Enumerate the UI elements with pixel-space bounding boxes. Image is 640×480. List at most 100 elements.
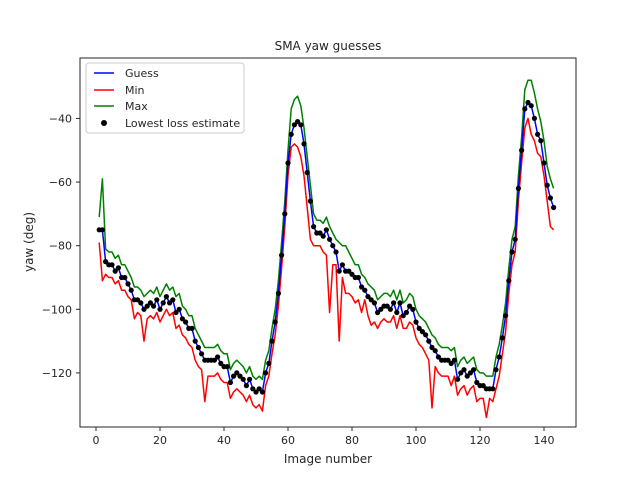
data-point [176,306,182,312]
data-point [199,351,205,357]
data-point [448,360,454,366]
data-point [285,160,291,166]
data-point [195,344,201,351]
data-point [349,271,355,277]
data-point [275,290,281,296]
data-point [215,354,221,360]
data-point [266,360,272,366]
data-point [247,376,253,382]
data-point [359,284,365,290]
data-point [282,211,288,217]
data-point [179,316,185,322]
data-point [301,141,307,147]
data-point [128,287,134,293]
data-point [211,357,217,363]
data-point [151,303,157,309]
x-tick-label: 60 [281,434,295,447]
data-point [167,300,173,306]
data-point [259,389,265,395]
data-point [480,383,486,389]
legend-swatch-lowest-loss [101,120,107,126]
data-point [432,348,438,354]
data-point [429,344,435,351]
data-point [103,259,109,265]
data-point [407,303,413,309]
legend-label-guess: Guess [125,67,159,80]
legend: Guess Min Max Lowest loss estimate [85,62,245,134]
data-point [506,278,512,284]
data-point [125,281,131,287]
data-point [525,99,531,106]
data-point [435,354,441,360]
data-point [531,115,538,121]
data-point [416,325,422,331]
data-point [455,376,461,382]
chart-title: SMA yaw guesses [275,39,382,53]
data-point [173,309,179,316]
plot-area [79,57,577,428]
data-point [378,306,384,312]
data-point [547,195,554,201]
data-point [403,309,409,316]
data-point [330,243,336,249]
y-tick-label: −60 [49,176,72,189]
plot-frame [79,57,577,428]
data-point [135,297,141,303]
y-axis-label: yaw (deg) [22,212,36,272]
data-point [253,389,259,395]
data-point [471,367,477,373]
legend-label-max: Max [125,100,148,113]
x-tick-label: 0 [93,434,100,447]
data-point [375,309,381,316]
data-point [263,370,269,376]
data-point [320,233,326,239]
data-point [461,367,467,373]
data-point [99,227,105,233]
y-tick-label: −120 [42,367,72,380]
data-point [384,303,390,309]
data-point [183,319,189,325]
x-tick-label: 120 [470,434,491,447]
data-point [387,306,393,312]
data-point [112,268,118,274]
data-point [240,376,246,382]
data-point [515,185,522,191]
data-point [311,224,317,230]
data-point [272,319,278,325]
data-point [138,300,144,306]
data-point [317,230,323,236]
x-tick-label: 100 [406,434,427,447]
data-point [346,268,352,274]
data-point [464,373,470,379]
data-point [371,300,377,306]
data-point [503,313,509,319]
data-point [147,300,153,306]
series-line-min [98,117,555,419]
data-point [333,249,339,255]
data-point [224,364,230,370]
data-point [115,265,121,271]
data-point [519,147,525,153]
data-point [237,373,243,379]
data-point [397,300,403,306]
data-point [394,309,400,316]
data-point [218,360,224,366]
data-point [544,182,550,188]
data-point [269,338,275,344]
data-point [391,300,397,306]
data-point [451,357,457,363]
x-axis: 0 20 40 60 80 100 120 140 [93,427,555,447]
data-point [250,386,256,392]
x-axis-label: Image number [284,452,372,466]
data-point [144,303,150,309]
data-point [243,383,249,389]
data-point [410,306,416,312]
series-layer [96,79,557,419]
data-point [413,319,419,325]
data-point [538,138,544,144]
data-point [365,294,371,300]
data-point [528,103,534,109]
data-point [298,122,304,128]
data-point [522,106,528,112]
data-point [327,236,333,242]
